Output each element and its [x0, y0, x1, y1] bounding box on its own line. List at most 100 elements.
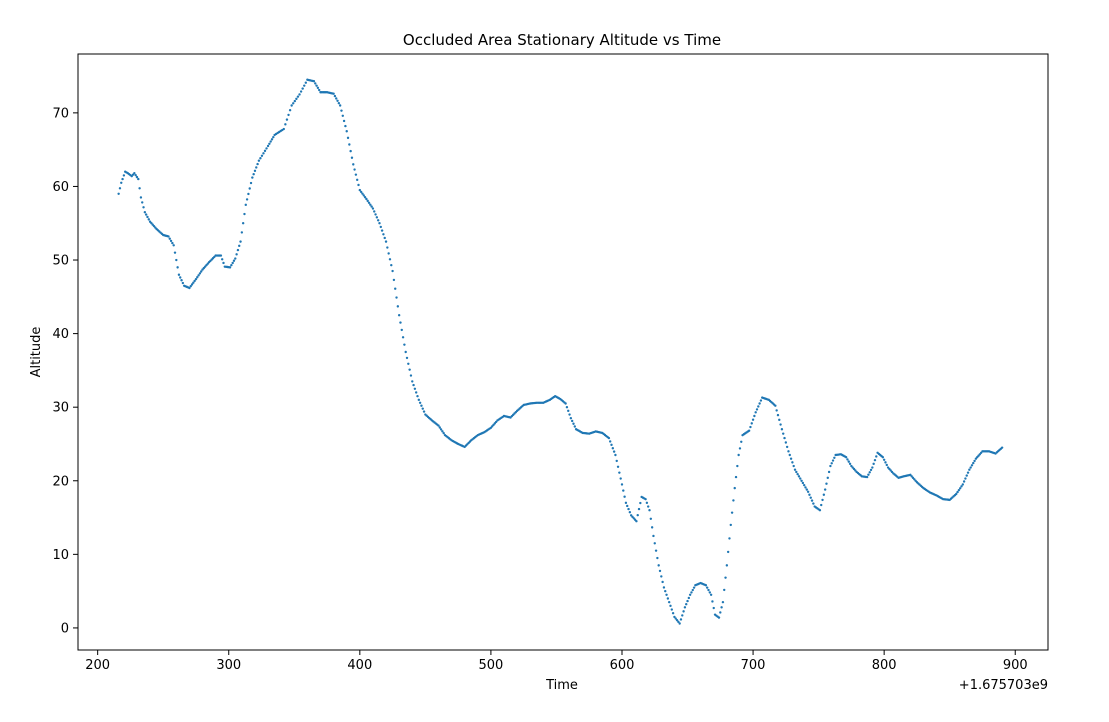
data-point — [417, 398, 421, 402]
data-point — [673, 615, 676, 619]
data-point — [960, 485, 963, 488]
data-point — [973, 459, 976, 463]
data-point — [664, 589, 667, 593]
data-point — [572, 422, 575, 425]
data-point — [190, 283, 194, 286]
data-point — [783, 436, 786, 440]
data-point — [194, 277, 198, 281]
data-point — [400, 328, 403, 332]
data-point — [245, 198, 249, 201]
data-point — [795, 470, 798, 474]
data-point — [142, 206, 145, 209]
data-point — [729, 523, 732, 527]
data-point — [704, 584, 708, 587]
data-point — [303, 84, 306, 87]
data-point — [958, 487, 962, 490]
data-point — [802, 483, 806, 487]
data-point — [252, 173, 255, 176]
data-point — [685, 603, 688, 606]
data-point — [332, 92, 335, 95]
data-point — [359, 190, 363, 194]
x-tick-label: 800 — [872, 658, 897, 673]
data-point — [439, 428, 443, 431]
data-point — [253, 169, 257, 173]
data-point — [1000, 446, 1004, 449]
data-point — [670, 608, 673, 611]
data-point — [711, 600, 714, 603]
data-point — [738, 447, 742, 450]
data-point — [314, 82, 317, 85]
data-point — [299, 90, 303, 93]
data-point — [653, 542, 656, 545]
data-point — [789, 457, 793, 460]
data-point — [418, 401, 422, 404]
data-point — [636, 513, 639, 517]
data-point — [801, 481, 805, 485]
data-point — [122, 174, 126, 177]
data-point — [391, 269, 394, 273]
data-point — [826, 476, 829, 480]
data-point — [373, 210, 376, 213]
data-point — [972, 461, 975, 465]
data-point — [955, 492, 958, 496]
data-point — [882, 458, 886, 461]
y-tick-label: 30 — [52, 401, 69, 416]
data-point — [799, 477, 802, 480]
data-point — [679, 618, 683, 621]
data-point — [667, 600, 671, 604]
data-point — [867, 473, 870, 476]
data-point — [342, 119, 346, 123]
data-point — [361, 192, 364, 195]
data-point — [179, 276, 182, 279]
data-point — [785, 445, 789, 449]
data-point — [788, 453, 791, 457]
data-point — [188, 286, 191, 290]
x-tick-label: 600 — [610, 658, 635, 673]
data-point — [138, 187, 141, 190]
y-tick-label: 50 — [52, 254, 69, 269]
data-point — [374, 213, 377, 216]
data-point — [754, 411, 757, 414]
data-point — [231, 261, 234, 265]
data-point — [639, 501, 642, 505]
data-point — [238, 244, 241, 248]
data-point — [295, 97, 298, 101]
data-point — [869, 468, 873, 472]
data-point — [333, 94, 337, 98]
data-point — [962, 480, 966, 483]
data-point — [384, 240, 388, 243]
data-point — [403, 343, 406, 346]
data-point — [383, 236, 386, 240]
data-point — [376, 219, 380, 222]
data-point — [401, 336, 405, 339]
data-point — [792, 464, 795, 468]
data-point — [626, 504, 629, 508]
data-point — [657, 564, 660, 567]
data-point — [172, 244, 175, 247]
data-point — [413, 387, 417, 390]
data-point — [691, 588, 694, 592]
data-point — [791, 461, 794, 464]
data-point — [350, 156, 354, 159]
data-point — [395, 296, 398, 299]
data-point — [956, 490, 959, 494]
data-point — [822, 493, 826, 496]
data-point — [348, 143, 351, 146]
data-point — [370, 205, 373, 208]
data-point — [371, 207, 375, 210]
data-point — [881, 456, 885, 459]
data-point — [665, 593, 668, 597]
data-point — [341, 114, 344, 118]
data-point — [733, 486, 736, 490]
data-point — [692, 586, 696, 589]
data-point — [354, 173, 358, 176]
data-point — [730, 511, 734, 514]
data-point — [725, 564, 729, 567]
data-point — [875, 455, 878, 458]
data-point — [396, 305, 400, 308]
data-point — [797, 475, 801, 478]
data-point — [623, 495, 626, 498]
data-point — [263, 149, 267, 153]
data-point — [567, 409, 570, 413]
data-point — [335, 97, 338, 100]
